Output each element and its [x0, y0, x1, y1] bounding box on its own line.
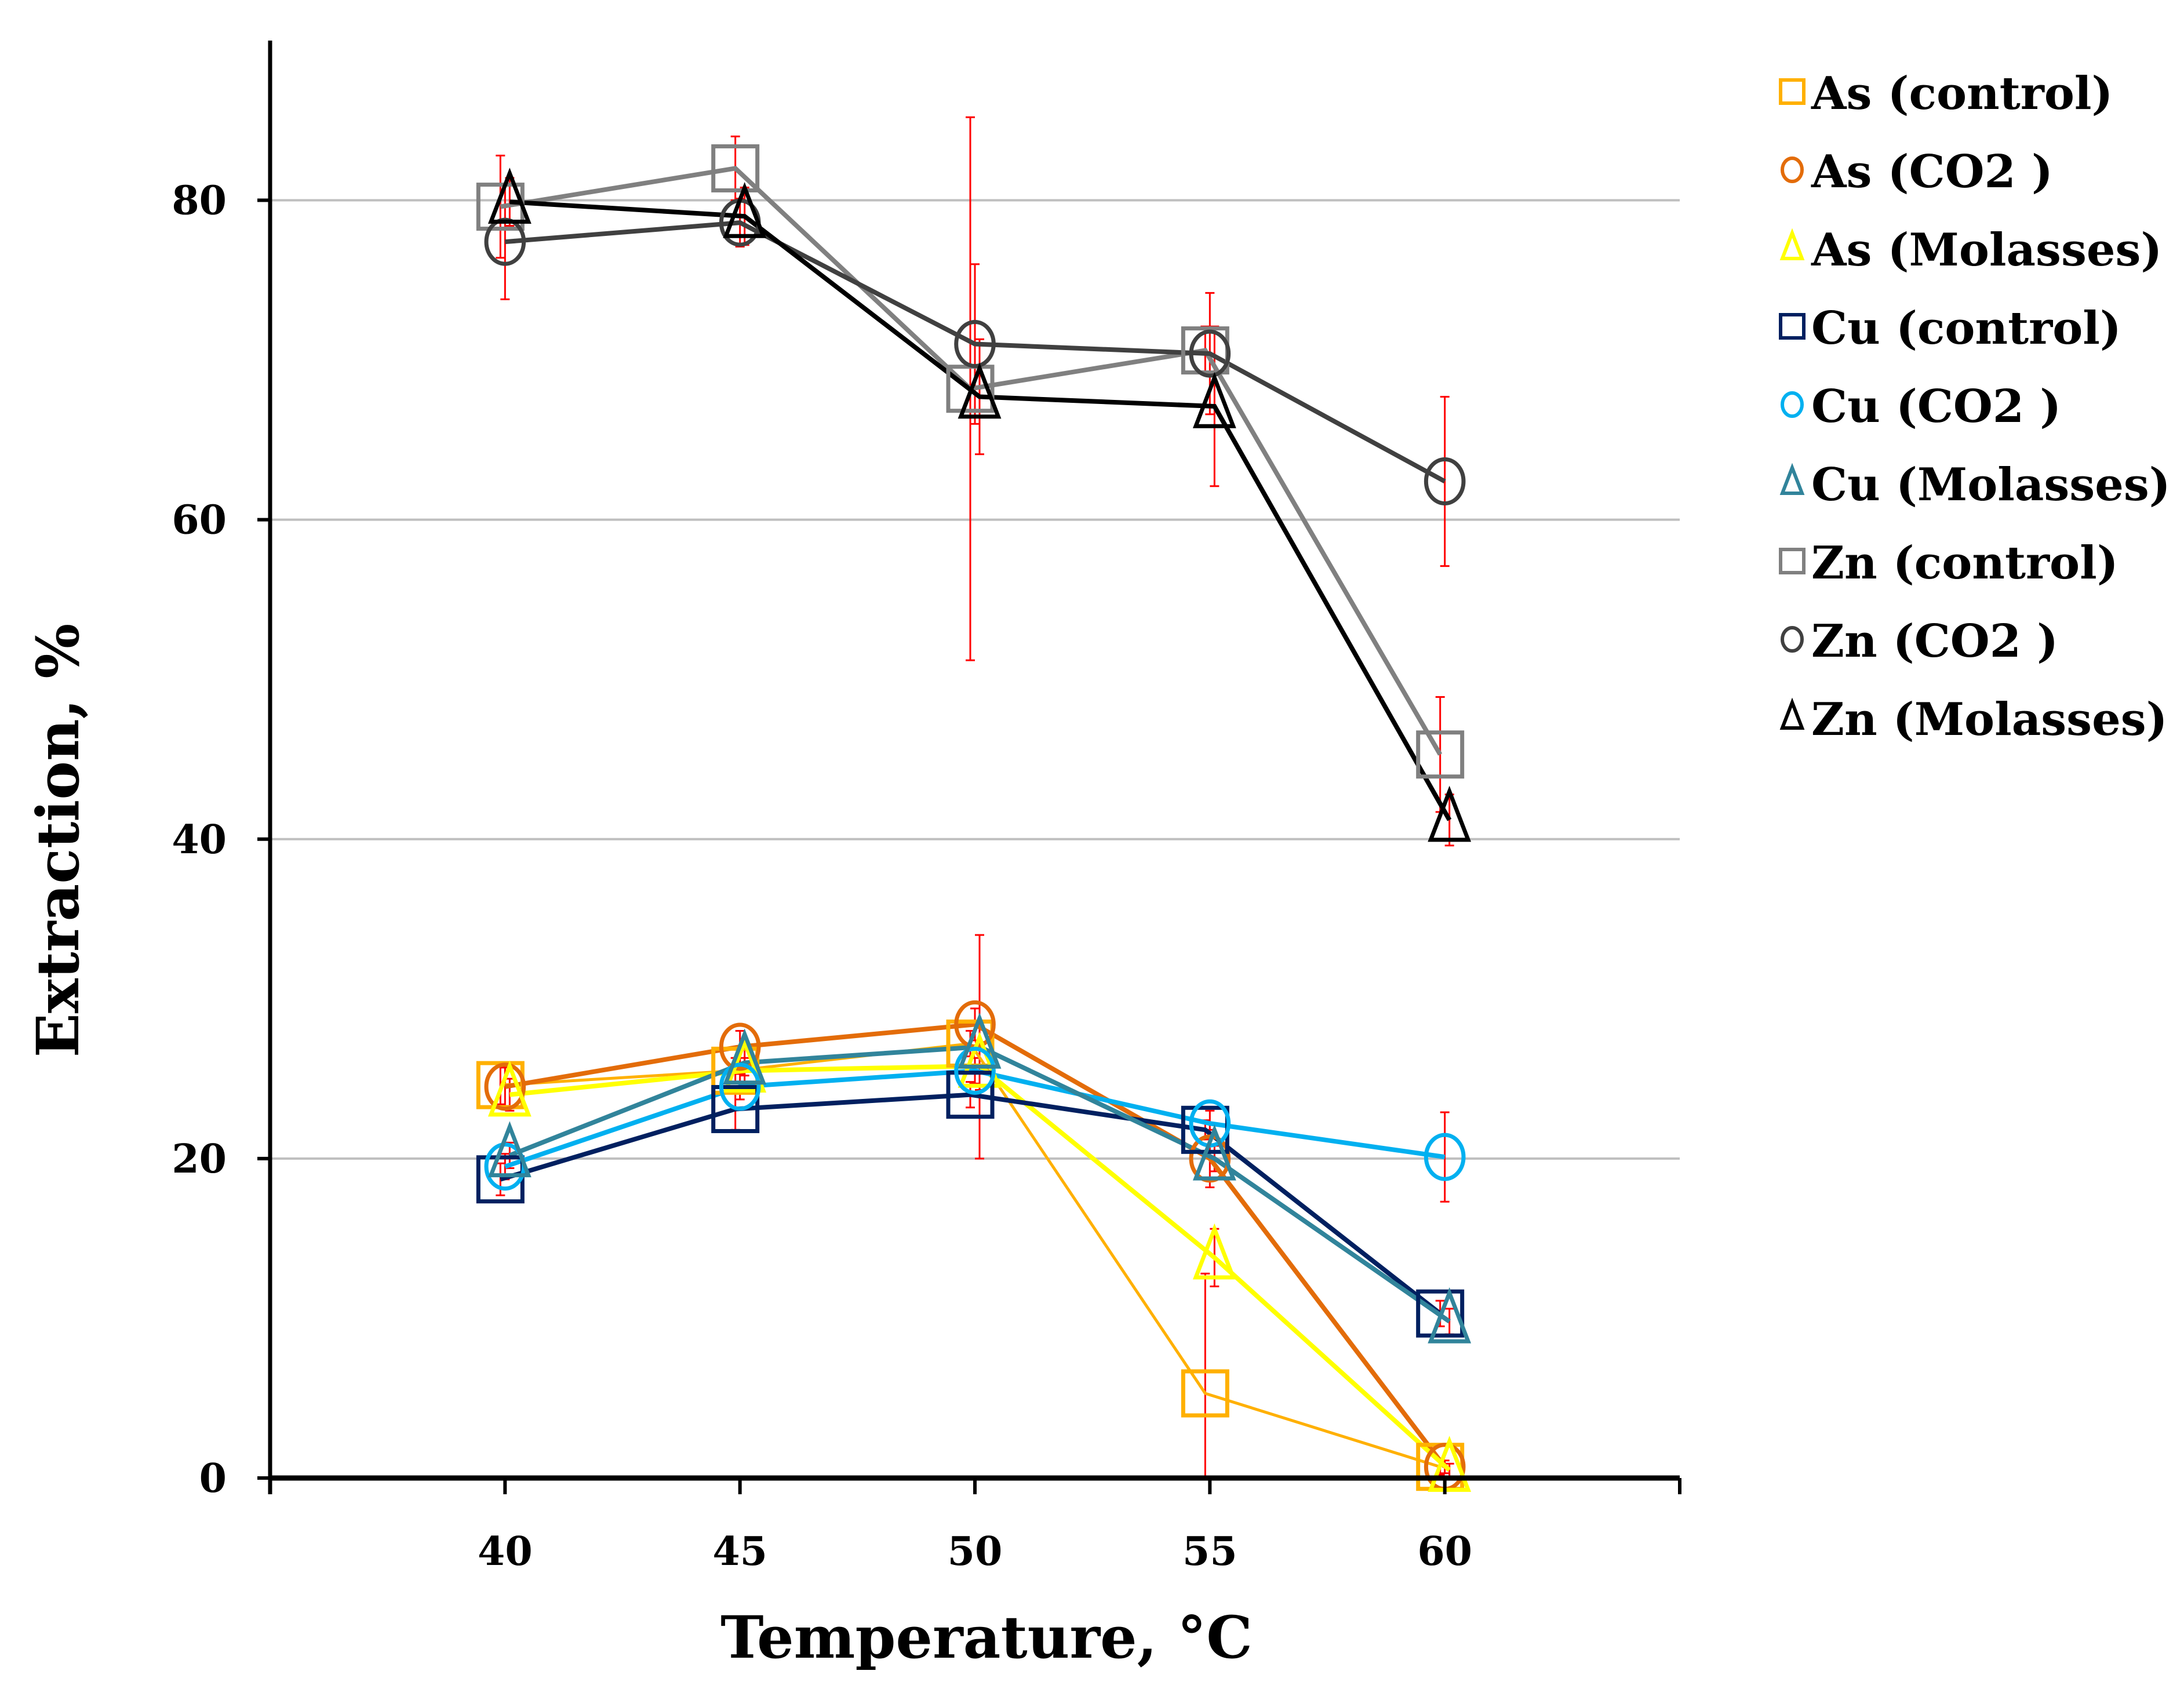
y-tick-label: 0 — [199, 1455, 227, 1502]
data-point-square — [1779, 548, 1806, 574]
data-point-square — [711, 1084, 760, 1133]
data-point-square — [1779, 313, 1806, 340]
data-point-circle — [1424, 1133, 1466, 1181]
legend-label: Zn (CO2 ) — [1811, 615, 2058, 668]
x-tick-label: 40 — [478, 1528, 533, 1575]
data-point-circle — [484, 1062, 526, 1111]
data-point-circle — [1189, 329, 1231, 378]
data-point-triangle — [1192, 372, 1236, 428]
data-point-triangle — [1192, 1124, 1236, 1181]
data-point-triangle — [1779, 697, 1805, 730]
data-point-triangle — [1192, 1223, 1236, 1280]
y-tick-label: 40 — [172, 817, 227, 863]
y-tick-label: 20 — [172, 1136, 227, 1182]
legend-label: Cu (control) — [1811, 302, 2121, 355]
data-point-circle — [954, 1046, 996, 1095]
series-line — [504, 1022, 1447, 1469]
x-tick-label: 45 — [712, 1528, 767, 1575]
data-point-triangle — [1428, 785, 1472, 842]
data-point-circle — [719, 1062, 761, 1111]
data-point-square — [711, 144, 760, 192]
data-point-triangle — [723, 181, 767, 238]
data-point-circle — [1781, 391, 1804, 418]
data-point-square — [1181, 1369, 1229, 1418]
legend-label: Cu (CO2 ) — [1811, 380, 2061, 433]
data-point-circle — [1781, 626, 1804, 653]
data-point-triangle — [1779, 463, 1805, 495]
data-point-triangle — [487, 168, 532, 224]
data-point-circle — [719, 1022, 761, 1071]
data-point-triangle — [1428, 1436, 1472, 1492]
data-point-circle — [1781, 156, 1804, 183]
legend-label: Zn (Molasses) — [1811, 693, 2168, 746]
data-point-triangle — [958, 1012, 1002, 1069]
x-axis-title: Temperature, °C — [720, 1603, 1253, 1672]
data-point-triangle — [958, 362, 1002, 419]
x-tick-label: 55 — [1182, 1528, 1237, 1575]
legend: As (control) As (CO2 ) As (Molasses) Cu (co… — [1779, 67, 2171, 746]
legend-label: Cu (Molasses) — [1811, 458, 2171, 511]
series-line — [509, 199, 1452, 821]
legend-label: As (Molasses) — [1811, 224, 2162, 276]
series-markers — [476, 144, 1472, 1492]
y-tick-label: 80 — [172, 178, 227, 224]
data-point-square — [1416, 1289, 1465, 1338]
x-tick-label: 50 — [948, 1528, 1003, 1575]
x-tick-label: 60 — [1417, 1528, 1472, 1575]
series-line — [500, 1092, 1442, 1316]
series-line — [505, 220, 1446, 484]
data-point-circle — [1424, 457, 1466, 506]
data-point-square — [1779, 78, 1806, 105]
axes: 0 20 40 60 80 40 45 50 55 60 — [172, 41, 1681, 1575]
data-point-square — [946, 1071, 995, 1119]
data-point-triangle — [1428, 1287, 1472, 1344]
data-point-square — [1416, 730, 1465, 779]
y-axis-title: Extraction, % — [24, 624, 92, 1058]
data-point-triangle — [723, 1028, 767, 1085]
data-point-circle — [954, 320, 996, 369]
data-point-triangle — [1779, 228, 1805, 260]
data-point-triangle — [487, 1121, 532, 1178]
legend-label: As (CO2 ) — [1811, 145, 2053, 198]
y-tick-label: 60 — [172, 497, 227, 544]
data-point-triangle — [487, 1060, 532, 1117]
legend-label: As (control) — [1811, 67, 2113, 120]
legend-label: Zn (control) — [1811, 537, 2119, 589]
data-point-triangle — [958, 1031, 1002, 1088]
